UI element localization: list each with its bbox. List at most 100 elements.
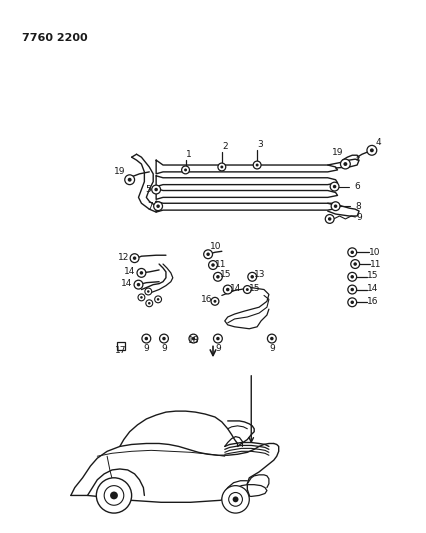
Circle shape bbox=[148, 302, 150, 304]
Circle shape bbox=[327, 217, 331, 221]
Text: 11: 11 bbox=[369, 260, 380, 269]
Text: 19: 19 bbox=[114, 167, 125, 176]
Circle shape bbox=[331, 202, 339, 211]
Circle shape bbox=[146, 300, 153, 306]
Text: 18: 18 bbox=[187, 336, 199, 345]
Circle shape bbox=[216, 275, 219, 279]
Circle shape bbox=[211, 263, 214, 267]
Circle shape bbox=[343, 162, 346, 166]
Text: 1: 1 bbox=[185, 150, 191, 159]
Circle shape bbox=[350, 301, 353, 304]
Text: 14: 14 bbox=[229, 284, 241, 293]
Text: 3: 3 bbox=[256, 140, 262, 149]
Text: 14: 14 bbox=[121, 279, 132, 288]
Circle shape bbox=[147, 290, 149, 293]
Circle shape bbox=[329, 182, 338, 191]
Circle shape bbox=[350, 251, 353, 254]
Circle shape bbox=[156, 205, 159, 208]
Text: 7: 7 bbox=[147, 201, 153, 211]
Circle shape bbox=[130, 254, 138, 263]
Circle shape bbox=[222, 486, 249, 513]
Text: 9: 9 bbox=[143, 344, 149, 353]
Circle shape bbox=[347, 248, 356, 257]
Circle shape bbox=[140, 296, 142, 298]
Circle shape bbox=[243, 286, 250, 294]
Circle shape bbox=[350, 288, 353, 292]
Text: 8: 8 bbox=[354, 201, 360, 211]
Circle shape bbox=[141, 334, 150, 343]
Circle shape bbox=[184, 168, 187, 172]
Circle shape bbox=[366, 146, 376, 155]
FancyBboxPatch shape bbox=[117, 343, 124, 350]
Circle shape bbox=[210, 297, 219, 305]
Circle shape bbox=[181, 166, 189, 174]
Text: 10: 10 bbox=[368, 248, 380, 257]
Circle shape bbox=[347, 298, 356, 306]
Circle shape bbox=[213, 272, 222, 281]
Text: 13: 13 bbox=[254, 270, 265, 279]
Circle shape bbox=[213, 334, 222, 343]
Circle shape bbox=[350, 260, 359, 269]
Circle shape bbox=[154, 296, 161, 303]
Circle shape bbox=[162, 337, 165, 341]
Text: 14: 14 bbox=[124, 268, 135, 277]
Circle shape bbox=[333, 205, 337, 208]
Circle shape bbox=[253, 161, 260, 169]
Text: 2: 2 bbox=[222, 142, 227, 151]
Text: 9: 9 bbox=[355, 213, 361, 222]
Circle shape bbox=[208, 261, 217, 270]
Text: 9: 9 bbox=[161, 344, 167, 353]
Circle shape bbox=[269, 337, 273, 341]
Circle shape bbox=[138, 294, 144, 301]
Text: 15: 15 bbox=[219, 270, 231, 279]
Circle shape bbox=[255, 164, 258, 166]
Circle shape bbox=[245, 288, 248, 291]
Circle shape bbox=[104, 486, 124, 505]
Circle shape bbox=[159, 334, 168, 343]
Circle shape bbox=[96, 478, 131, 513]
Circle shape bbox=[325, 215, 333, 223]
Circle shape bbox=[223, 285, 232, 294]
Circle shape bbox=[154, 188, 158, 191]
Circle shape bbox=[156, 298, 159, 301]
Circle shape bbox=[347, 272, 356, 281]
Circle shape bbox=[332, 185, 336, 188]
Circle shape bbox=[127, 178, 131, 182]
Text: 6: 6 bbox=[354, 182, 359, 191]
Text: 15: 15 bbox=[366, 271, 378, 280]
Circle shape bbox=[250, 275, 253, 279]
Circle shape bbox=[144, 288, 151, 295]
Circle shape bbox=[232, 496, 238, 502]
Circle shape bbox=[134, 280, 143, 289]
Text: 7760 2200: 7760 2200 bbox=[22, 33, 87, 43]
Circle shape bbox=[220, 166, 223, 168]
Text: 16: 16 bbox=[366, 297, 378, 306]
Text: 9: 9 bbox=[215, 344, 220, 353]
Circle shape bbox=[228, 492, 242, 506]
Text: 9: 9 bbox=[268, 344, 274, 353]
Circle shape bbox=[191, 337, 195, 341]
Text: 10: 10 bbox=[210, 242, 221, 251]
Circle shape bbox=[347, 285, 356, 294]
Text: 4: 4 bbox=[375, 138, 380, 147]
Circle shape bbox=[144, 337, 148, 341]
Circle shape bbox=[110, 491, 118, 499]
Text: 15: 15 bbox=[249, 284, 260, 293]
Circle shape bbox=[203, 250, 212, 259]
Circle shape bbox=[124, 175, 134, 184]
Circle shape bbox=[139, 271, 143, 274]
Circle shape bbox=[217, 163, 225, 171]
Circle shape bbox=[247, 272, 256, 281]
Circle shape bbox=[206, 253, 210, 256]
Circle shape bbox=[216, 337, 219, 341]
Text: 5: 5 bbox=[145, 185, 151, 194]
Circle shape bbox=[213, 300, 216, 303]
Circle shape bbox=[267, 334, 276, 343]
Circle shape bbox=[225, 288, 229, 292]
Text: 16: 16 bbox=[201, 295, 213, 304]
Circle shape bbox=[340, 159, 349, 169]
Text: 12: 12 bbox=[118, 253, 129, 262]
Text: 19: 19 bbox=[331, 148, 343, 157]
Circle shape bbox=[350, 275, 353, 279]
Circle shape bbox=[353, 262, 356, 266]
